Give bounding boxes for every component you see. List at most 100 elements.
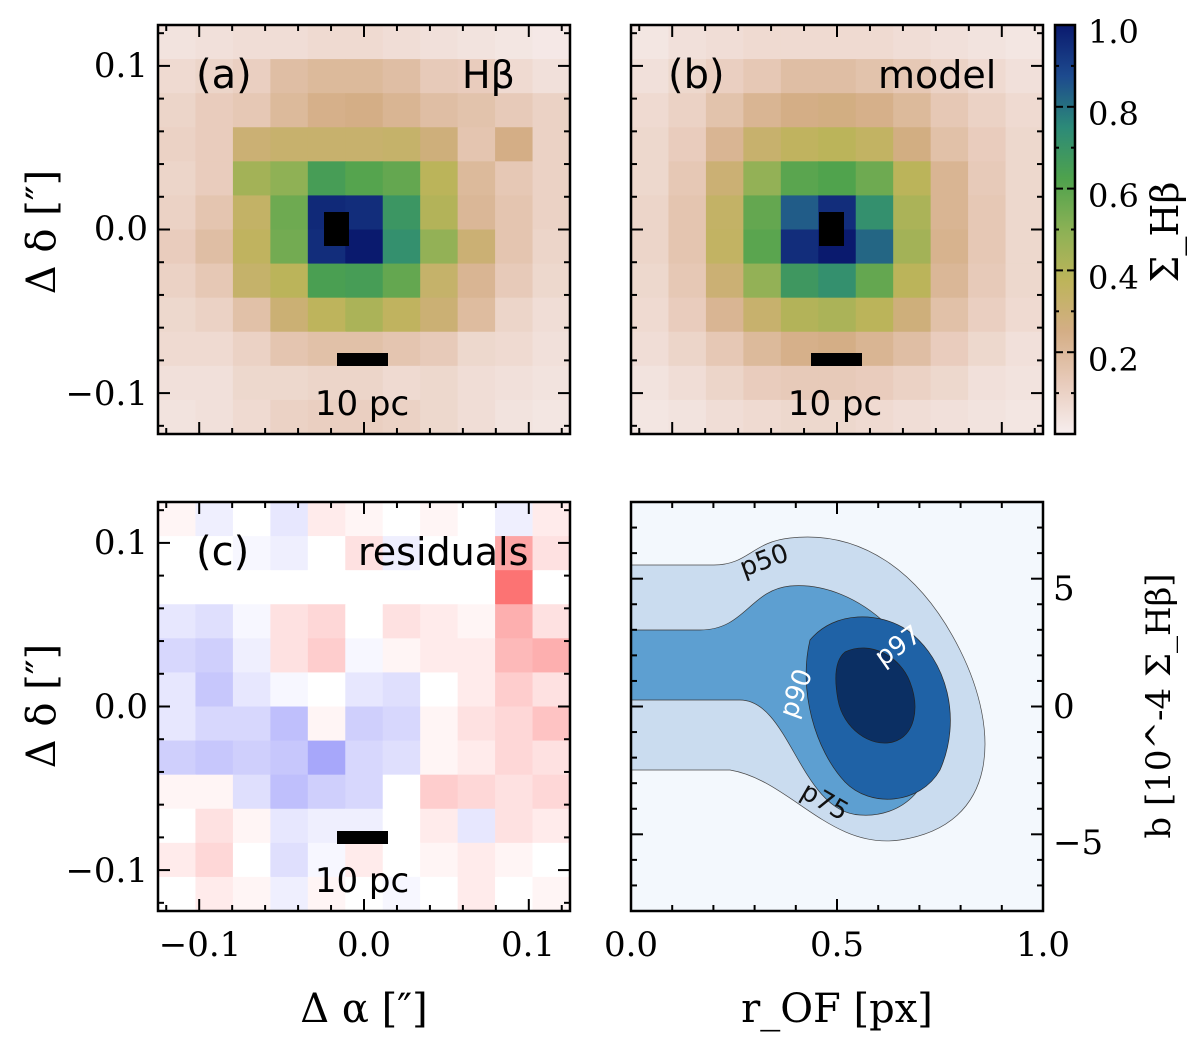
heatmap-b-cell-11-6 xyxy=(855,399,894,435)
ytick-label-d-mid: 0 xyxy=(1053,687,1075,727)
heatmap-b-cell-2-6 xyxy=(855,93,894,128)
heatmap-a-cell-10-10 xyxy=(532,365,571,401)
heatmap-c-cell-10-2 xyxy=(232,842,271,878)
heatmap-a-cell-7-5 xyxy=(345,263,384,299)
heatmap-c-cell-3-10 xyxy=(532,604,571,639)
xtick-label-d-left: 0.0 xyxy=(604,925,658,965)
heatmap-b-cell-5-6 xyxy=(855,195,894,231)
heatmap-a-cell-4-10 xyxy=(532,161,571,197)
heatmap-c-cell-1-1 xyxy=(195,536,234,571)
heatmap-b-cell-9-3 xyxy=(743,331,782,367)
heatmap-a-cell-10-1 xyxy=(195,365,234,401)
heatmap-b-cell-9-7 xyxy=(893,331,932,367)
heatmap-b-cell-7-1 xyxy=(668,263,707,299)
heatmap-c-cell-4-9 xyxy=(495,638,534,674)
panel-label-c: (c) xyxy=(196,529,249,575)
heatmap-a-cell-10-9 xyxy=(495,365,534,401)
scalebar-label-a: 10 pc xyxy=(315,384,409,424)
heatmap-c-cell-4-3 xyxy=(270,638,309,674)
heatmap-c-cell-5-2 xyxy=(232,672,271,708)
heatmap-a-cell-7-2 xyxy=(232,263,271,299)
heatmap-b-cell-0-6 xyxy=(855,25,894,60)
heatmap-a-cell-1-1 xyxy=(195,59,234,94)
heatmap-c-cell-1-4 xyxy=(307,536,346,571)
ytick-label-d-bottom: −5 xyxy=(1053,823,1103,863)
ytick-label-c-mid: 0.0 xyxy=(94,687,148,727)
heatmap-b-cell-1-4 xyxy=(780,59,819,94)
heatmap-c-cell-6-8 xyxy=(457,706,496,742)
heatmap-c-cell-7-4 xyxy=(307,740,346,776)
heatmap-b-cell-4-6 xyxy=(855,161,894,197)
heatmap-c-cell-6-6 xyxy=(382,706,421,742)
heatmap-c-cell-0-8 xyxy=(457,502,496,537)
heatmap-b-cell-10-0 xyxy=(631,365,670,401)
xtick-label-c-mid: 0.0 xyxy=(337,925,391,965)
heatmap-a-cell-6-9 xyxy=(495,229,534,265)
heatmap-a-cell-4-8 xyxy=(457,161,496,197)
heatmap-b-cell-0-0 xyxy=(631,25,670,60)
heatmap-c-cell-7-10 xyxy=(532,740,571,776)
xtick-label-c-left: −0.1 xyxy=(159,925,242,965)
heatmap-b-cell-9-2 xyxy=(705,331,744,367)
heatmap-c-cell-9-0 xyxy=(158,808,197,844)
heatmap-a-cell-2-6 xyxy=(382,93,421,128)
heatmap-a-cell-0-3 xyxy=(270,25,309,60)
heatmap-b-cell-6-3 xyxy=(743,229,782,265)
heatmap-a-cell-10-8 xyxy=(457,365,496,401)
heatmap-a-cell-8-2 xyxy=(232,297,271,333)
heatmap-a-cell-7-0 xyxy=(158,263,197,299)
ylabel-c: Δ δ [″] xyxy=(19,644,65,769)
heatmap-c-cell-5-8 xyxy=(457,672,496,708)
heatmap-c-cell-5-5 xyxy=(345,672,384,708)
heatmap-a-cell-9-3 xyxy=(270,331,309,367)
heatmap-a-cell-7-7 xyxy=(420,263,459,299)
panel-title-c: residuals xyxy=(358,530,528,574)
heatmap-b-cell-3-8 xyxy=(930,127,969,162)
heatmap-c-cell-4-5 xyxy=(345,638,384,674)
heatmap-a-cell-5-7 xyxy=(420,195,459,231)
heatmap-a-cell-5-5 xyxy=(345,195,384,231)
heatmap-c-cell-10-8 xyxy=(457,842,496,878)
heatmap-b-cell-2-8 xyxy=(930,93,969,128)
heatmap-b-cell-8-5 xyxy=(818,297,857,333)
heatmap-a-cell-6-8 xyxy=(457,229,496,265)
heatmap-a-cell-6-1 xyxy=(195,229,234,265)
heatmap-c-cell-1-0 xyxy=(158,536,197,571)
heatmap-b-cell-3-3 xyxy=(743,127,782,162)
heatmap-a-cell-1-5 xyxy=(345,59,384,94)
heatmap-b-cell-7-4 xyxy=(780,263,819,299)
heatmap-b-cell-4-5 xyxy=(818,161,857,197)
heatmap-a-cell-7-10 xyxy=(532,263,571,299)
heatmap-b-cell-3-10 xyxy=(1005,127,1044,162)
heatmap-b-cell-7-6 xyxy=(855,263,894,299)
heatmap-c-cell-4-2 xyxy=(232,638,271,674)
heatmap-a-cell-5-9 xyxy=(495,195,534,231)
heatmap-c-cell-5-9 xyxy=(495,672,534,708)
heatmap-c-cell-5-3 xyxy=(270,672,309,708)
heatmap-a-cell-0-4 xyxy=(307,25,346,60)
heatmap-a-cell-2-1 xyxy=(195,93,234,128)
heatmap-a-cell-4-1 xyxy=(195,161,234,197)
heatmap-b-cell-5-3 xyxy=(743,195,782,231)
colorbar-tick-label-0.2: 0.2 xyxy=(1088,341,1139,379)
panel-c: 10 pc (c) residuals 0.1 0.0 −0.1 −0.1 0.… xyxy=(19,500,572,1032)
axes-frame-d xyxy=(629,500,1045,913)
heatmap-b-cell-4-9 xyxy=(968,161,1007,197)
heatmap-a-cell-4-7 xyxy=(420,161,459,197)
heatmap-c-cell-3-1 xyxy=(195,604,234,639)
heatmap-c-cell-0-4 xyxy=(307,502,346,537)
heatmap-c-cell-1-3 xyxy=(270,536,309,571)
heatmap-c-cell-8-5 xyxy=(345,774,384,810)
heatmap-b-cell-9-1 xyxy=(668,331,707,367)
ytick-label-a-mid: 0.0 xyxy=(94,209,148,249)
heatmap-a-cell-4-0 xyxy=(158,161,197,197)
heatmap-a-cell-8-5 xyxy=(345,297,384,333)
heatmap-b-cell-5-0 xyxy=(631,195,670,231)
heatmap-b-cell-0-3 xyxy=(743,25,782,60)
heatmap-a-cell-7-9 xyxy=(495,263,534,299)
heatmap-c-cell-3-5 xyxy=(345,604,384,639)
heatmap-c-cell-2-9 xyxy=(495,570,534,605)
heatmap-b-cell-10-5 xyxy=(818,365,857,401)
heatmap-b-cell-2-2 xyxy=(705,93,744,128)
heatmap-b-cell-8-2 xyxy=(705,297,744,333)
